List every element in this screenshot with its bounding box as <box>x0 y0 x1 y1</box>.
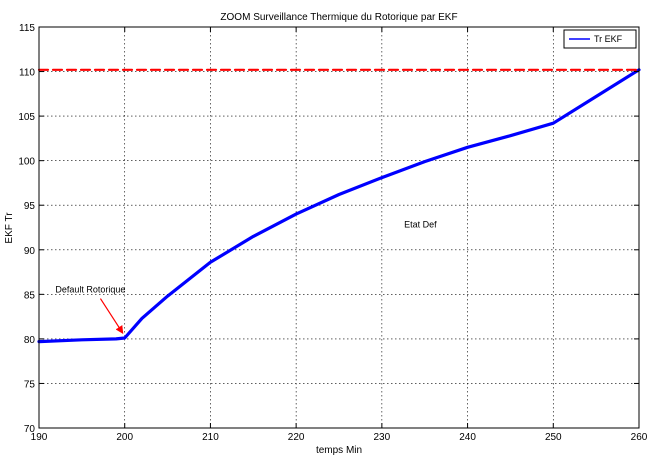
x-tick-label: 260 <box>631 432 648 443</box>
y-tick-label: 110 <box>19 68 35 79</box>
ticks: 190 200 210 220 230 240 250 260 70 75 80 85 90 95 100 1… <box>18 23 647 443</box>
chart-title: ZOOM Surveillance Thermique du Rotorique… <box>220 12 457 23</box>
annotation-state: Etat Def <box>404 220 437 230</box>
legend-entry: Tr EKF <box>594 34 623 44</box>
legend-box <box>563 29 637 49</box>
y-tick-label: 75 <box>24 379 36 390</box>
x-tick-label: 240 <box>459 432 476 443</box>
y-tick-label: 95 <box>24 201 36 212</box>
plot-area <box>39 27 639 428</box>
y-tick-label: 90 <box>24 246 36 257</box>
y-tick-label: 80 <box>24 335 36 346</box>
x-tick-label: 190 <box>31 432 48 443</box>
series-layer <box>37 68 641 344</box>
y-tick-label: 100 <box>18 157 35 168</box>
x-tick-label: 230 <box>374 432 391 443</box>
legend: Tr EKF <box>563 29 637 49</box>
y-axis-label: EKF Tr <box>4 212 15 244</box>
x-tick-label: 200 <box>116 432 133 443</box>
y-tick-label: 70 <box>24 424 36 435</box>
y-tick-label: 115 <box>19 23 35 34</box>
annotations: Default Rotorique Etat Def <box>55 220 437 334</box>
x-tick-label: 220 <box>288 432 305 443</box>
x-tick-label: 210 <box>202 432 219 443</box>
y-tick-label: 105 <box>18 112 35 123</box>
x-axis-label: temps Min <box>316 445 362 456</box>
x-tick-label: 250 <box>545 432 562 443</box>
annotation-fault: Default Rotorique <box>55 285 125 295</box>
annotation-arrow <box>99 298 124 334</box>
series-line-tr-ekf <box>37 68 641 344</box>
grid <box>39 27 639 428</box>
y-tick-label: 85 <box>24 290 36 301</box>
plot-frame <box>38 26 640 429</box>
